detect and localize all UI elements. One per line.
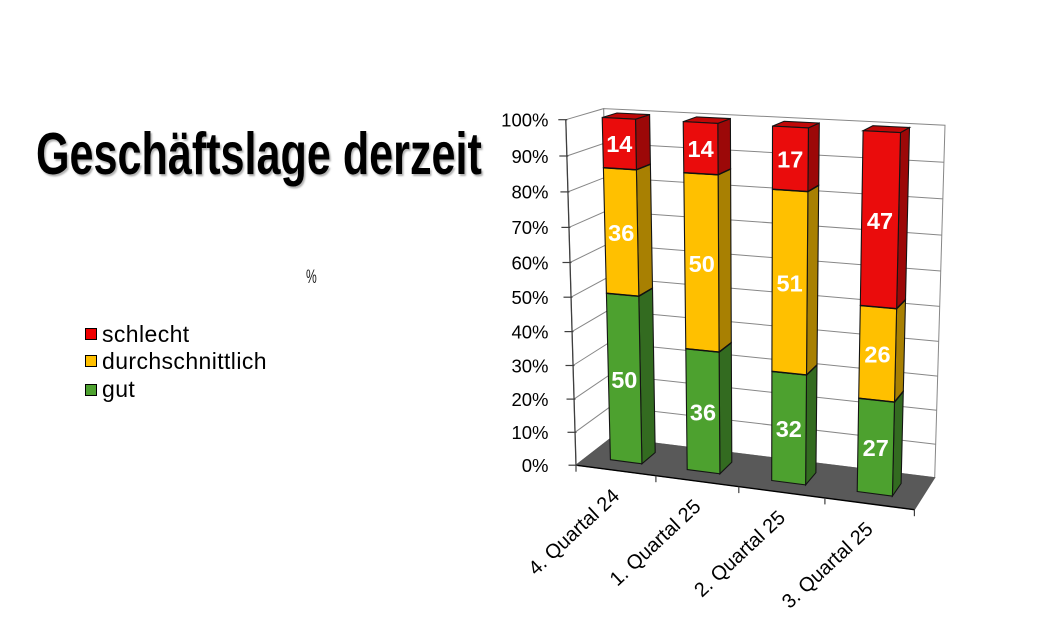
svg-text:40%: 40%: [511, 321, 548, 342]
svg-text:70%: 70%: [511, 217, 548, 238]
svg-text:0%: 0%: [522, 455, 549, 476]
svg-text:1. Quartal 25: 1. Quartal 25: [606, 496, 706, 591]
svg-text:4. Quartal 24: 4. Quartal 24: [524, 485, 624, 580]
svg-text:26: 26: [864, 342, 890, 368]
svg-text:36: 36: [608, 220, 634, 246]
svg-text:50: 50: [689, 251, 715, 277]
svg-text:20%: 20%: [511, 389, 548, 410]
svg-text:3. Quartal 25: 3. Quartal 25: [778, 518, 878, 613]
svg-text:90%: 90%: [511, 146, 548, 167]
svg-text:2. Quartal 25: 2. Quartal 25: [690, 507, 790, 602]
svg-text:14: 14: [606, 131, 632, 157]
svg-text:51: 51: [777, 271, 803, 297]
svg-text:47: 47: [867, 208, 893, 234]
svg-text:100%: 100%: [501, 110, 548, 131]
svg-text:10%: 10%: [511, 422, 548, 443]
svg-text:17: 17: [777, 147, 803, 173]
svg-text:60%: 60%: [511, 252, 548, 273]
svg-text:30%: 30%: [511, 355, 548, 376]
svg-text:36: 36: [690, 399, 716, 425]
svg-text:32: 32: [776, 416, 802, 442]
svg-text:50%: 50%: [511, 287, 548, 308]
svg-text:27: 27: [863, 435, 889, 461]
svg-text:14: 14: [688, 136, 714, 162]
svg-text:80%: 80%: [511, 182, 548, 203]
svg-text:50: 50: [611, 367, 637, 393]
